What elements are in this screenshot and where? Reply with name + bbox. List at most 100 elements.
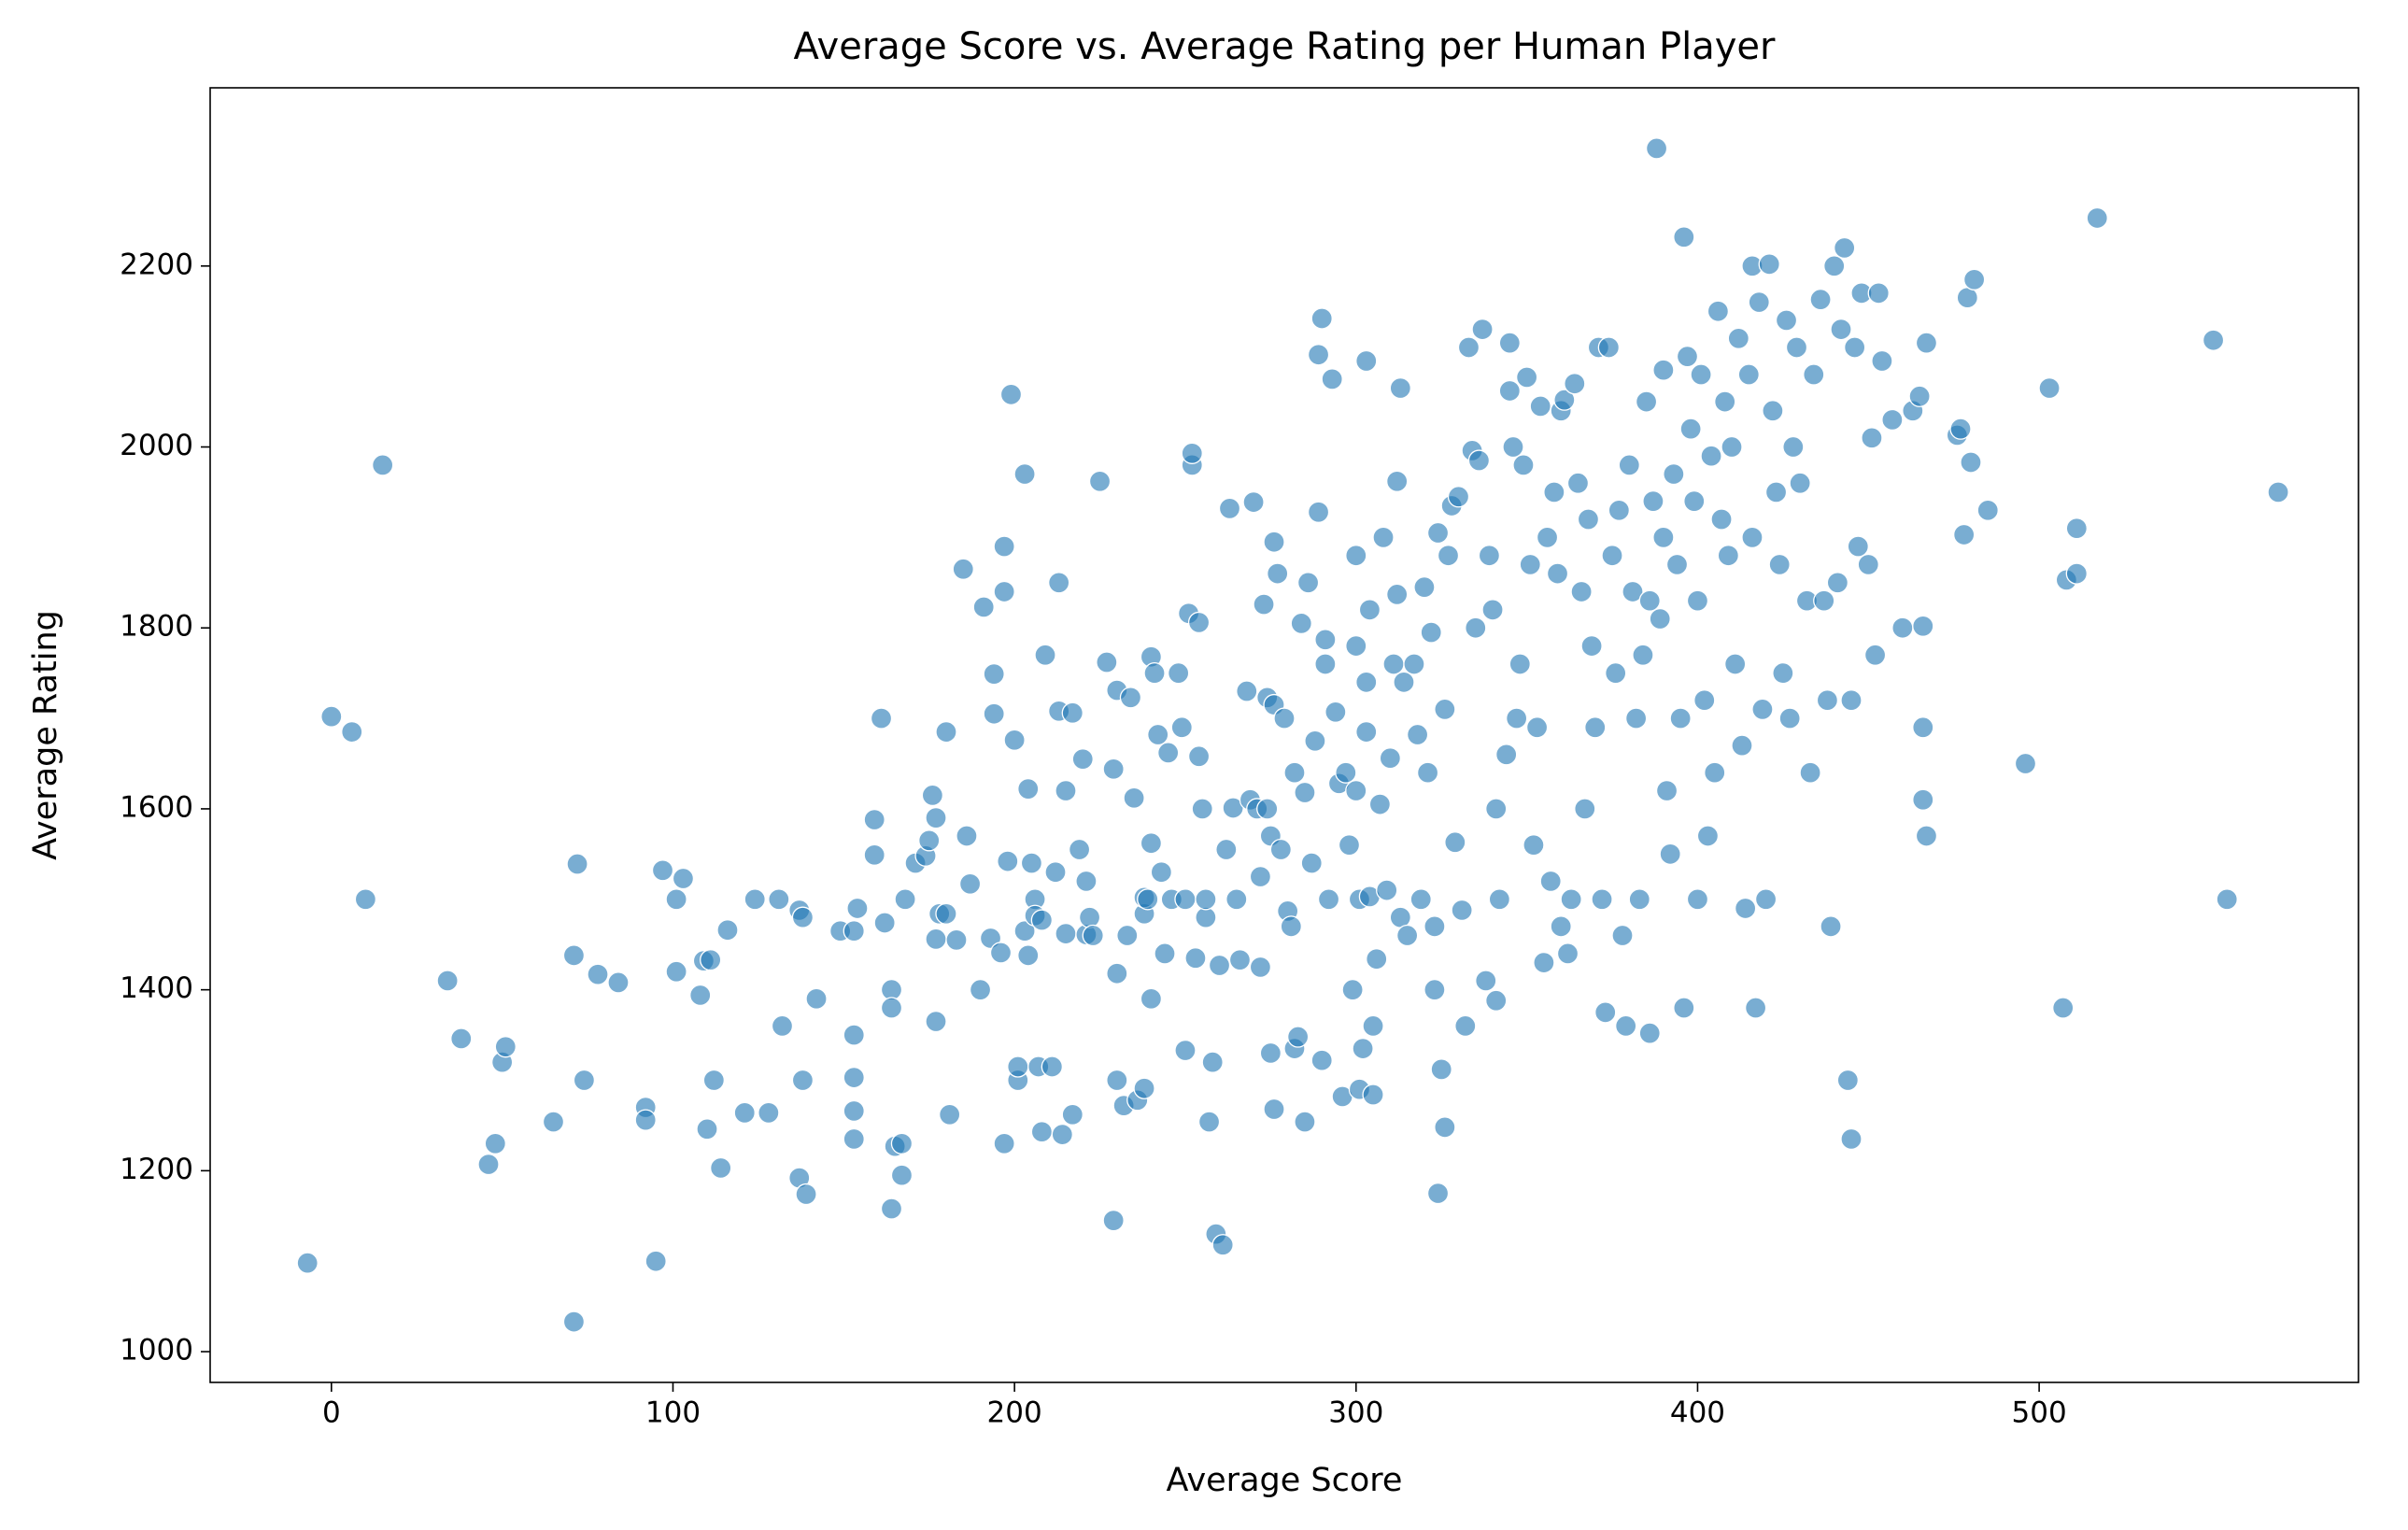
point xyxy=(1611,924,1634,947)
point xyxy=(952,558,974,580)
point xyxy=(1785,336,1808,359)
point xyxy=(1376,879,1398,901)
point xyxy=(1789,472,1811,494)
point xyxy=(1102,1209,1125,1232)
point xyxy=(1673,226,1695,248)
point xyxy=(1727,327,1749,349)
y-tick-label: 1600 xyxy=(120,790,193,824)
point xyxy=(791,1069,814,1092)
point xyxy=(1106,962,1128,985)
point xyxy=(651,859,674,882)
point xyxy=(1891,616,1914,639)
point xyxy=(1632,644,1654,666)
point xyxy=(1263,531,1285,553)
point xyxy=(1721,435,1743,459)
point xyxy=(1481,599,1504,621)
point xyxy=(716,919,739,942)
point xyxy=(1707,300,1730,322)
point xyxy=(542,1111,565,1133)
point xyxy=(700,949,722,971)
point xyxy=(1820,915,1842,938)
point xyxy=(1345,634,1367,658)
point xyxy=(1645,137,1668,160)
point xyxy=(341,720,363,744)
point xyxy=(1218,497,1241,520)
point xyxy=(1416,761,1439,784)
chart-title: Average Score vs. Average Rating per Hum… xyxy=(794,25,1776,68)
point xyxy=(1834,236,1856,260)
point xyxy=(494,1036,517,1058)
point xyxy=(1840,689,1863,712)
point xyxy=(1638,589,1661,612)
point xyxy=(1553,389,1576,411)
point xyxy=(1296,572,1320,594)
point xyxy=(1013,920,1036,942)
point xyxy=(1382,653,1405,675)
point xyxy=(1044,861,1067,884)
point xyxy=(1170,716,1193,739)
point xyxy=(1580,634,1603,658)
point xyxy=(1485,798,1508,820)
point xyxy=(1143,662,1166,685)
point xyxy=(1778,707,1801,730)
point xyxy=(1737,363,1760,386)
point xyxy=(972,596,995,618)
point xyxy=(1915,332,1938,354)
point xyxy=(1857,553,1879,576)
point xyxy=(1201,1051,1224,1073)
point xyxy=(1437,545,1460,567)
point xyxy=(1106,1069,1128,1092)
point xyxy=(562,944,586,967)
point xyxy=(1515,366,1538,389)
point xyxy=(1061,701,1084,724)
point xyxy=(710,1156,732,1180)
point xyxy=(1813,589,1835,612)
point xyxy=(1488,888,1511,911)
point xyxy=(993,580,1015,603)
point xyxy=(1676,346,1699,368)
point xyxy=(1710,508,1733,531)
point xyxy=(1187,745,1211,768)
point xyxy=(1652,359,1675,381)
point xyxy=(1088,470,1112,492)
point xyxy=(696,1118,718,1140)
point xyxy=(805,987,828,1010)
point xyxy=(665,960,687,983)
point xyxy=(1269,838,1292,861)
point xyxy=(1635,390,1658,413)
point xyxy=(1560,888,1582,911)
point xyxy=(1669,707,1692,730)
point xyxy=(1444,831,1466,854)
y-tick-label: 1800 xyxy=(120,610,193,644)
point xyxy=(1485,989,1508,1012)
point xyxy=(672,867,695,890)
point xyxy=(1744,997,1767,1019)
point xyxy=(1338,834,1361,857)
point xyxy=(993,1132,1015,1155)
x-tick-label: 100 xyxy=(645,1396,701,1430)
point xyxy=(1467,449,1491,472)
point xyxy=(1017,777,1040,800)
point xyxy=(768,888,790,911)
point xyxy=(1734,897,1757,920)
point xyxy=(1184,947,1207,970)
point xyxy=(2065,517,2088,540)
plot-frame xyxy=(209,87,2359,1383)
point xyxy=(1949,418,1972,440)
point xyxy=(1174,888,1197,911)
y-tick-label: 1400 xyxy=(120,971,193,1005)
x-tick-label: 0 xyxy=(322,1396,341,1430)
point xyxy=(1912,615,1934,637)
point xyxy=(1030,1121,1054,1143)
point xyxy=(843,1066,865,1089)
point xyxy=(1317,888,1340,911)
point xyxy=(1665,553,1689,576)
point xyxy=(1307,501,1330,523)
point xyxy=(1816,689,1839,712)
point xyxy=(1505,707,1528,730)
point xyxy=(1395,924,1419,947)
point xyxy=(1622,580,1644,603)
point xyxy=(1030,909,1054,931)
point xyxy=(1174,1039,1197,1062)
